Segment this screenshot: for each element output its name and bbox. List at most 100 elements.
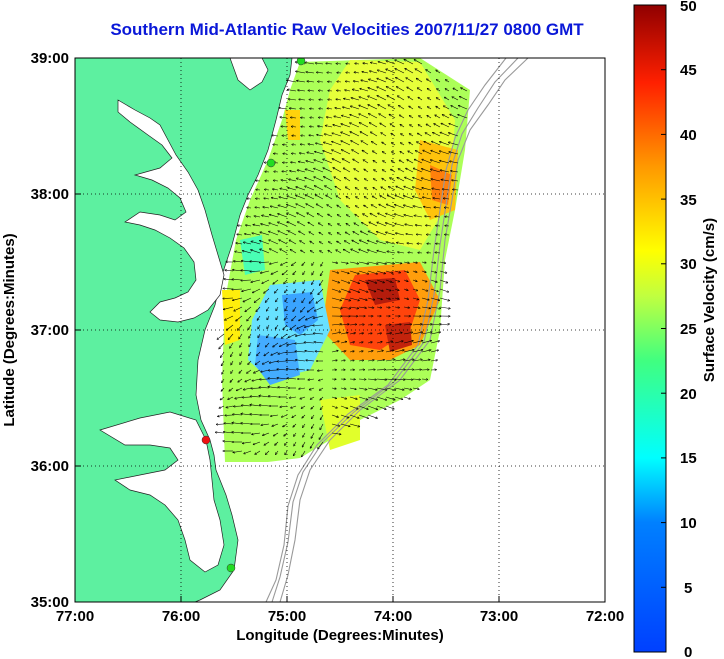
current-vector xyxy=(373,188,378,191)
current-vector xyxy=(394,387,404,390)
current-vector xyxy=(376,333,381,334)
current-vector xyxy=(251,279,261,282)
colorbar-tick-label: 15 xyxy=(680,450,697,467)
current-vector xyxy=(360,240,369,245)
current-vector xyxy=(367,342,372,343)
current-vector xyxy=(430,306,440,309)
current-vector xyxy=(394,289,399,290)
current-vector xyxy=(314,177,324,182)
current-vector xyxy=(400,115,405,119)
current-vector xyxy=(340,351,346,352)
current-vector xyxy=(326,195,333,200)
current-vector xyxy=(430,324,441,325)
current-vector xyxy=(440,142,450,146)
current-vector xyxy=(280,342,288,346)
current-vector xyxy=(437,80,441,83)
current-vector xyxy=(373,151,378,155)
current-vector xyxy=(316,143,324,146)
current-vector xyxy=(250,405,261,407)
current-vector xyxy=(241,414,252,416)
current-vector xyxy=(279,197,288,200)
current-vector xyxy=(331,324,341,325)
current-vector xyxy=(319,432,324,439)
current-vector xyxy=(249,351,252,355)
current-vector xyxy=(335,108,342,109)
current-vector xyxy=(270,215,279,218)
current-vector xyxy=(412,360,422,362)
current-vector xyxy=(451,106,459,110)
current-vector xyxy=(394,270,400,273)
current-vector xyxy=(387,96,396,101)
current-vector xyxy=(413,187,423,191)
current-vector xyxy=(369,79,378,83)
x-tick-label: 72:00 xyxy=(586,608,624,625)
current-vector xyxy=(289,240,297,245)
current-vector xyxy=(237,387,243,391)
current-vector xyxy=(258,342,261,347)
current-vector xyxy=(440,161,450,164)
current-vector xyxy=(374,179,378,182)
current-vector xyxy=(376,387,387,390)
current-vector xyxy=(382,142,387,146)
current-vector xyxy=(397,87,405,92)
current-vector xyxy=(302,297,306,303)
current-vector xyxy=(432,188,441,191)
current-vector xyxy=(308,90,315,91)
current-vector xyxy=(337,241,342,245)
current-vector xyxy=(340,405,348,408)
current-vector xyxy=(221,387,225,391)
current-vector xyxy=(248,324,252,329)
current-vector xyxy=(450,114,459,119)
current-vector xyxy=(290,250,297,254)
current-vector xyxy=(331,288,340,292)
current-vector xyxy=(287,90,297,92)
current-vector xyxy=(350,123,360,128)
current-vector xyxy=(412,324,422,325)
current-vector xyxy=(350,132,360,137)
current-vector xyxy=(358,396,368,400)
current-vector xyxy=(255,360,261,365)
current-vector xyxy=(329,242,333,245)
current-vector xyxy=(307,213,315,218)
current-vector xyxy=(263,207,270,208)
current-vector xyxy=(430,297,439,300)
current-vector xyxy=(370,123,378,128)
current-vector xyxy=(310,396,315,399)
current-vector xyxy=(310,241,315,245)
current-vector xyxy=(285,450,288,455)
current-vector xyxy=(316,204,324,209)
current-vector xyxy=(421,288,428,291)
current-vector xyxy=(453,88,459,92)
current-vector xyxy=(377,241,387,245)
current-vector xyxy=(325,186,333,191)
current-vector xyxy=(238,226,243,227)
current-vector xyxy=(278,222,288,227)
current-vector xyxy=(233,297,243,300)
current-vector xyxy=(302,450,306,457)
current-vector xyxy=(312,414,315,418)
current-vector xyxy=(311,288,315,294)
current-vector xyxy=(243,297,252,302)
current-vector xyxy=(290,108,297,109)
x-tick-label: 73:00 xyxy=(480,608,518,625)
current-vector xyxy=(294,432,297,436)
current-vector xyxy=(445,89,450,92)
colorbar-tick-label: 35 xyxy=(680,192,697,209)
current-vector xyxy=(383,152,387,155)
current-vector xyxy=(320,423,324,430)
current-vector xyxy=(346,224,351,227)
current-vector xyxy=(288,231,297,236)
current-vector xyxy=(324,177,333,182)
radar-site-marker xyxy=(201,435,211,445)
current-vector xyxy=(228,333,234,339)
current-vector xyxy=(387,204,396,209)
current-vector xyxy=(413,196,423,200)
current-vector xyxy=(386,223,396,227)
current-vector xyxy=(452,180,459,181)
radar-site-marker xyxy=(296,58,306,66)
current-vector xyxy=(367,333,372,334)
current-vector xyxy=(449,152,459,155)
current-vector xyxy=(294,279,297,283)
current-vector xyxy=(355,63,360,64)
current-vector xyxy=(264,198,270,199)
